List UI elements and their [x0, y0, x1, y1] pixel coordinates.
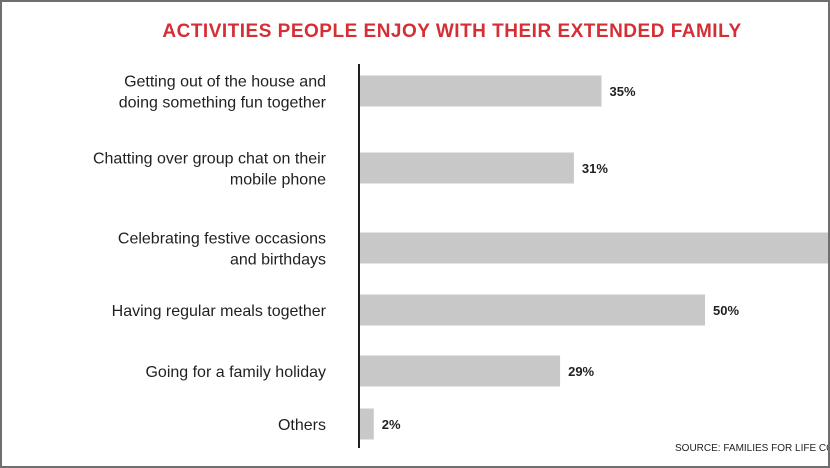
category-label-4: Going for a family holiday: [145, 364, 326, 381]
category-label-2: Celebrating festive occasions and birthda…: [118, 231, 326, 269]
bar-0: [360, 75, 602, 107]
category-label-1: Chatting over group chat on their mobile …: [93, 151, 327, 189]
value-label-4: 29%: [568, 364, 594, 379]
bar-1: [360, 152, 574, 184]
bar-4: [360, 355, 561, 387]
bar-2: [360, 232, 828, 264]
source-note: SOURCE: FAMILIES FOR LIFE COUNCIL: [675, 443, 828, 454]
value-label-3: 50%: [713, 303, 739, 318]
value-label-5: 2%: [382, 417, 401, 432]
category-label-0: Getting out of the house and doing someth…: [119, 74, 327, 112]
bar-5: [360, 408, 374, 440]
value-label-0: 35%: [610, 84, 636, 99]
category-label-5: Others: [278, 417, 326, 434]
value-label-1: 31%: [582, 161, 608, 176]
bar-3: [360, 294, 705, 326]
bars-group: 35% Getting out of the house and doing som…: [93, 74, 828, 440]
chart-title: ACTIVITIES PEOPLE ENJOY WITH THEIR EXTEN…: [162, 21, 742, 42]
category-label-3: Having regular meals together: [112, 303, 327, 320]
